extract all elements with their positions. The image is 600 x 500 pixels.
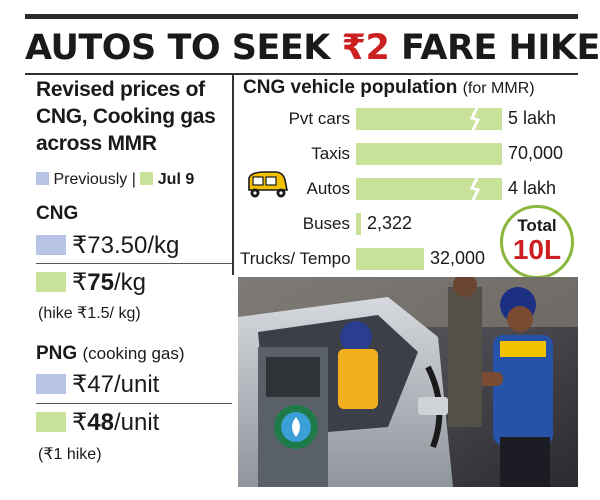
cng-previous-row: ₹73.50/kg (36, 231, 232, 260)
cng-current-number: 75 (87, 269, 114, 296)
cng-current-symbol: ₹ (72, 269, 88, 296)
png-heading: PNG (cooking gas) (36, 343, 185, 365)
png-hike-note: (₹1 hike) (38, 446, 102, 463)
png-previous-price: ₹47/unit (72, 371, 160, 398)
legend-previous-swatch (36, 172, 49, 185)
total-value: 10L (503, 236, 571, 264)
cng-current-unit: /kg (113, 269, 146, 296)
png-previous-swatch (36, 374, 66, 394)
png-previous-row: ₹47/unit (36, 370, 232, 399)
auto-rickshaw-icon (248, 171, 288, 198)
headline-suffix: FARE HIKE? (389, 28, 600, 68)
cng-heading: CNG (36, 203, 79, 224)
cng-hike-note: (hike ₹1.5/ kg) (38, 305, 141, 322)
cng-current-row: ₹75/kg (36, 268, 232, 297)
prices-title-line-3: across MMR (36, 132, 157, 155)
legend-separator: | (131, 171, 136, 188)
png-current-row: ₹48/unit (36, 408, 232, 437)
chart-title: CNG vehicle population (for MMR) (243, 77, 535, 99)
headline-rupee: ₹ (341, 28, 366, 68)
headline-prefix: AUTOS TO SEEK (25, 28, 342, 68)
cng-divider (36, 263, 232, 264)
png-heading-sub: (cooking gas) (82, 344, 185, 363)
chart-subtitle: (for MMR) (462, 80, 535, 97)
cng-previous-swatch (36, 235, 66, 255)
headline: AUTOS TO SEEK ₹2 FARE HIKE? (25, 24, 600, 72)
total-label: Total (517, 216, 557, 235)
cng-refuelling-photo (238, 277, 578, 487)
png-current-swatch (36, 412, 66, 432)
column-divider (232, 75, 234, 275)
legend-current-label: Jul 9 (157, 171, 195, 188)
legend-current-swatch (140, 172, 154, 185)
headline-rule (25, 14, 578, 19)
prices-title-line-2: CNG, Cooking gas (36, 105, 216, 128)
prices-title-line-1: Revised prices of (36, 78, 205, 101)
prices-title: Revised prices of CNG, Cooking gas acros… (36, 76, 226, 157)
chart-title-text: CNG vehicle population (243, 77, 458, 98)
cng-current-swatch (36, 272, 66, 292)
cng-previous-price: ₹73.50/kg (72, 232, 180, 259)
total-number: 10 (512, 234, 545, 265)
png-current-symbol: ₹ (72, 409, 88, 436)
total-unit: L (544, 234, 562, 265)
headline-amount: 2 (365, 28, 390, 68)
png-current-unit: /unit (113, 409, 160, 436)
png-current-number: 48 (87, 409, 114, 436)
price-legend: Previously | Jul 9 (36, 171, 194, 189)
png-heading-label: PNG (36, 343, 78, 364)
total-badge: Total 10L (500, 205, 574, 279)
png-divider (36, 403, 232, 404)
legend-previous-label: Previously (53, 171, 128, 188)
graphic-frame (25, 73, 578, 490)
